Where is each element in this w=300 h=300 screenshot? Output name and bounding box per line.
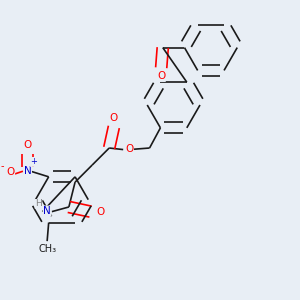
Text: H: H <box>35 200 42 208</box>
Text: CH₃: CH₃ <box>38 244 56 254</box>
Text: O: O <box>23 140 32 151</box>
Text: O: O <box>97 207 105 217</box>
Text: N: N <box>24 166 32 176</box>
Text: O: O <box>125 144 134 154</box>
Text: -: - <box>1 162 4 172</box>
Text: N: N <box>43 206 51 216</box>
Text: O: O <box>6 167 15 177</box>
Text: O: O <box>157 71 165 81</box>
Text: +: + <box>30 158 37 166</box>
Text: O: O <box>110 113 118 123</box>
